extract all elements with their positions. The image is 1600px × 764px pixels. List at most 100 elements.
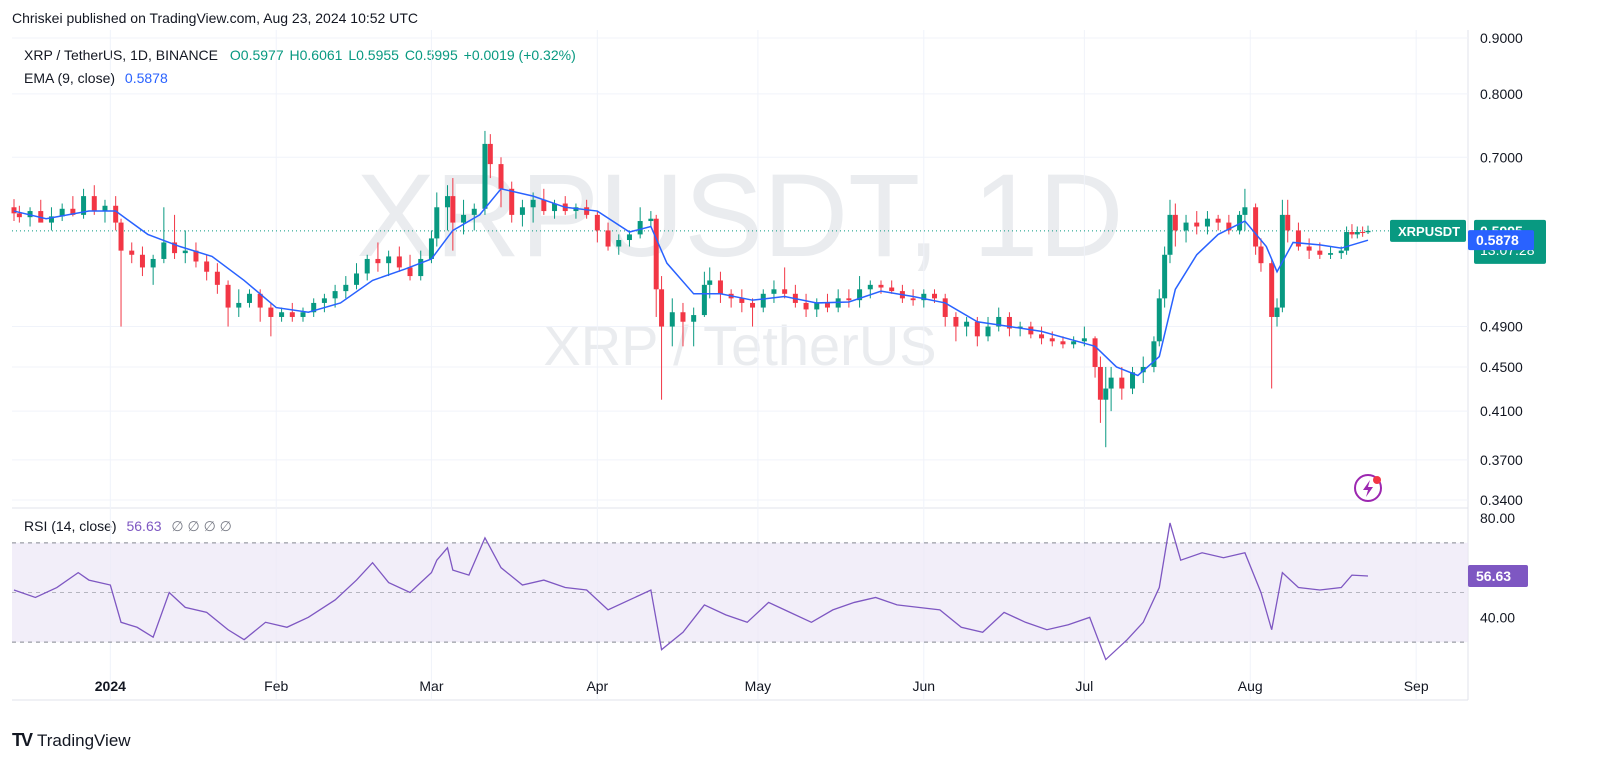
candle-body	[1119, 377, 1125, 389]
time-tick: Feb	[264, 678, 288, 694]
candle-body	[750, 302, 756, 308]
candle-body	[375, 258, 381, 264]
symbol-label[interactable]: XRP / TetherUS, 1D, BINANCE	[24, 47, 218, 63]
time-axis[interactable]: 2024 Feb Mar Apr May Jun Jul Aug Sep	[95, 678, 1429, 694]
candle-body	[1108, 377, 1114, 389]
candle-body	[1006, 316, 1012, 329]
candle-body	[1151, 341, 1157, 367]
candle-body	[364, 258, 370, 274]
candle-body	[1338, 250, 1344, 254]
candle-body	[1194, 222, 1200, 227]
candle-body	[717, 280, 723, 294]
time-tick: 2024	[95, 678, 126, 694]
open-value: O0.5977	[229, 47, 284, 63]
candle-body	[279, 312, 285, 317]
rsi-tick: 80.00	[1480, 510, 1515, 526]
candle-body	[1360, 232, 1366, 234]
time-tick: Jun	[913, 678, 936, 694]
candle-body	[942, 298, 948, 317]
candle-body	[1162, 254, 1168, 299]
candle-body	[782, 289, 788, 294]
rsi-line	[13, 522, 1369, 661]
candle-body	[921, 293, 927, 301]
rsi-band	[12, 542, 1468, 643]
tradingview-logo-icon: TV	[12, 730, 33, 750]
candle-body	[846, 298, 852, 301]
price-badge: XRPUSDT 0.5995 13:07:28 0.5878 56.63	[1390, 219, 1546, 588]
candle-body	[659, 289, 665, 327]
candle-body	[707, 280, 713, 285]
change-value: +0.0019 (+0.32%)	[463, 47, 576, 63]
candle-body	[584, 207, 590, 215]
candle-body	[1071, 341, 1077, 345]
candle-body	[974, 321, 980, 337]
candle-body	[1226, 222, 1232, 231]
candle-body	[1049, 338, 1055, 342]
candle-body	[434, 207, 440, 239]
time-tick: May	[745, 678, 771, 694]
rsi-path	[13, 522, 1369, 661]
candle-body	[1242, 207, 1248, 215]
candle-body	[1215, 218, 1221, 223]
candle-body	[1328, 253, 1334, 255]
candle-body	[760, 293, 766, 308]
candle-body	[653, 218, 659, 290]
ema-path	[13, 187, 1369, 377]
watermark-sub: XRP / TetherUS	[543, 314, 936, 377]
candle-body	[1354, 232, 1360, 235]
candle-body	[1349, 232, 1355, 235]
rsi-label[interactable]: RSI (14, close)	[24, 518, 117, 534]
watermark-main: XRPUSDT, 1D	[356, 150, 1123, 282]
candle-body	[803, 302, 809, 310]
candle-body	[878, 284, 884, 288]
candle-body	[59, 208, 65, 217]
candle-body	[113, 205, 119, 223]
candle-body	[1274, 307, 1280, 317]
candle-body	[680, 312, 686, 322]
candle-body	[482, 143, 488, 209]
candle-body	[396, 256, 402, 268]
candle-body	[1365, 230, 1371, 233]
candle-body	[1204, 218, 1210, 227]
candle-body	[102, 205, 108, 212]
candle-body	[139, 254, 145, 268]
candle-body	[161, 242, 167, 259]
candle-body	[616, 240, 622, 247]
time-tick: Mar	[419, 678, 443, 694]
candle-body	[739, 298, 745, 303]
ema-value: 0.5878	[124, 70, 168, 86]
candle-body	[1237, 214, 1243, 231]
time-tick: Jul	[1075, 678, 1093, 694]
candle-body	[129, 250, 135, 255]
candle-body	[1167, 214, 1173, 255]
candle-body	[321, 298, 327, 303]
candle-body	[691, 315, 697, 322]
candle-body	[1306, 246, 1312, 251]
price-axis[interactable]: 0.9000 0.8000 0.7000 0.4900 0.4500 0.4100 0.37…	[1480, 30, 1523, 625]
candle-body	[1140, 366, 1146, 373]
lightning-icon[interactable]	[1354, 474, 1382, 502]
candle-body	[386, 256, 392, 264]
rsi-value: 56.63	[126, 518, 162, 534]
footer-brand[interactable]: TV TradingView	[12, 730, 131, 751]
price-tick: 0.4900	[1480, 319, 1523, 335]
candle-body	[594, 214, 600, 231]
price-tick: 0.7000	[1480, 149, 1523, 165]
candle-body	[964, 321, 970, 327]
candle-body	[701, 284, 707, 316]
price-tick: 0.3700	[1480, 452, 1523, 468]
ema-label[interactable]: EMA (9, close)	[24, 70, 116, 86]
candle-body	[1092, 338, 1098, 367]
candle-body	[1156, 298, 1162, 342]
candle-body	[889, 287, 895, 292]
candle-body	[605, 230, 611, 247]
candle-body	[1295, 230, 1301, 247]
candle-body	[1317, 250, 1323, 255]
candle-body	[519, 207, 525, 215]
candle-body	[637, 221, 643, 235]
candle-body	[407, 267, 413, 277]
candle-body	[1258, 246, 1264, 264]
badge-symbol: XRPUSDT	[1398, 224, 1460, 239]
candle-body	[289, 312, 295, 317]
